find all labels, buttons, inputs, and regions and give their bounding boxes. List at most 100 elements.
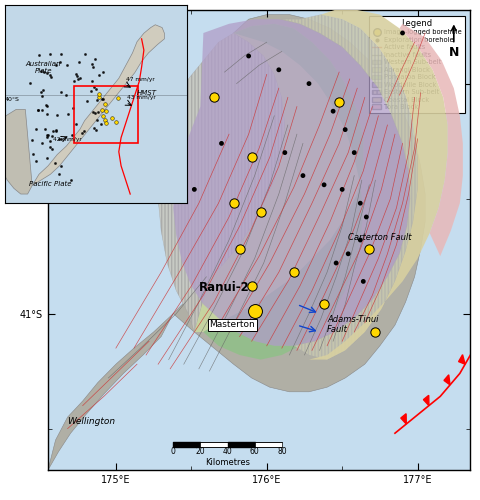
Point <box>48 132 56 140</box>
Point <box>281 148 288 156</box>
Text: 40°S: 40°S <box>5 97 20 102</box>
Point <box>90 83 97 91</box>
Point <box>399 29 407 37</box>
Point <box>336 98 343 106</box>
Point <box>62 92 70 100</box>
Polygon shape <box>399 24 463 256</box>
Point <box>58 88 65 96</box>
Point <box>90 124 97 132</box>
Point <box>46 70 54 78</box>
Point <box>67 176 74 184</box>
Point <box>75 58 83 66</box>
Point <box>52 61 60 69</box>
Point <box>32 156 40 164</box>
Point <box>76 74 84 82</box>
Point <box>69 130 76 138</box>
Polygon shape <box>458 354 465 364</box>
Point <box>48 74 55 82</box>
Point <box>98 95 106 103</box>
Point <box>245 52 252 60</box>
Point <box>248 153 255 161</box>
Point <box>72 70 80 78</box>
Point <box>73 72 81 80</box>
Point <box>93 116 100 124</box>
Point <box>32 126 39 134</box>
Point <box>338 186 346 194</box>
Point <box>191 186 198 194</box>
Point <box>320 181 328 189</box>
Point <box>91 110 98 118</box>
Point <box>230 199 238 207</box>
Bar <box>74 86 138 142</box>
Text: 47 mm/yr: 47 mm/yr <box>126 76 155 82</box>
Point <box>84 98 91 106</box>
Point <box>43 110 50 118</box>
Point <box>34 106 42 114</box>
Point <box>210 94 218 102</box>
Point <box>80 127 87 135</box>
Point <box>93 86 100 94</box>
Polygon shape <box>282 14 418 360</box>
Point <box>217 140 225 147</box>
Point <box>48 146 56 154</box>
Point <box>93 96 101 104</box>
Text: 43 mm/yr: 43 mm/yr <box>127 94 156 100</box>
Point <box>299 172 307 179</box>
Point <box>38 106 46 114</box>
Text: 60: 60 <box>250 447 260 456</box>
Point <box>69 104 76 112</box>
Polygon shape <box>204 24 363 359</box>
Point <box>26 79 34 87</box>
Text: 0: 0 <box>171 447 176 456</box>
Point <box>101 116 109 124</box>
Point <box>37 88 45 96</box>
Text: 40: 40 <box>223 447 232 456</box>
Polygon shape <box>401 414 406 424</box>
Point <box>96 93 103 101</box>
Text: Kilometres: Kilometres <box>205 458 250 468</box>
Polygon shape <box>158 33 285 332</box>
Polygon shape <box>444 375 450 385</box>
Point <box>44 130 51 138</box>
Text: Masterton: Masterton <box>209 320 255 330</box>
Text: HMST: HMST <box>137 90 157 96</box>
Point <box>57 135 64 143</box>
Point <box>63 62 71 70</box>
Text: Pacific Plate: Pacific Plate <box>29 180 72 186</box>
Point <box>96 71 103 79</box>
Polygon shape <box>309 10 448 360</box>
Point <box>89 108 97 116</box>
Point <box>236 245 243 253</box>
Point <box>38 139 46 147</box>
Point <box>64 110 72 118</box>
Text: Wellington: Wellington <box>68 417 116 426</box>
Point <box>332 259 340 267</box>
Point <box>357 199 364 207</box>
Point <box>169 38 177 46</box>
Legend: Image-logged borehole, Exploration borehole, Active faults, Inactive faults, Wes: Image-logged borehole, Exploration boreh… <box>369 16 465 114</box>
Point <box>52 160 60 168</box>
Point <box>72 120 80 128</box>
Point <box>52 127 60 135</box>
Point <box>360 278 367 285</box>
Point <box>99 112 107 120</box>
Polygon shape <box>48 14 425 470</box>
Text: 20: 20 <box>195 447 205 456</box>
Point <box>47 50 54 58</box>
Text: N: N <box>449 46 459 59</box>
Point <box>97 120 105 128</box>
Point <box>372 328 379 336</box>
Point <box>46 143 53 151</box>
Point <box>275 66 283 74</box>
Point <box>95 90 103 98</box>
Point <box>102 119 109 127</box>
Text: Ranui-2: Ranui-2 <box>199 280 250 293</box>
Point <box>357 236 364 244</box>
Point <box>350 148 358 156</box>
Point <box>257 208 264 216</box>
Polygon shape <box>0 110 32 194</box>
Point <box>329 107 337 115</box>
Point <box>365 245 373 253</box>
Polygon shape <box>423 396 429 406</box>
Polygon shape <box>194 24 363 332</box>
